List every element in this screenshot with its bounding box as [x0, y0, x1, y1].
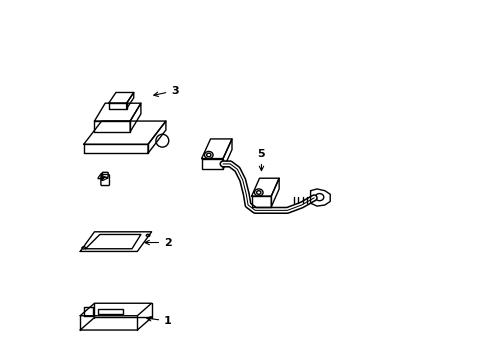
Bar [98, 309, 123, 314]
Text: 5: 5 [257, 149, 264, 171]
Text: 4: 4 [96, 173, 107, 183]
Text: 1: 1 [146, 316, 171, 326]
Text: 2: 2 [144, 238, 171, 248]
Text: 3: 3 [153, 86, 179, 96]
